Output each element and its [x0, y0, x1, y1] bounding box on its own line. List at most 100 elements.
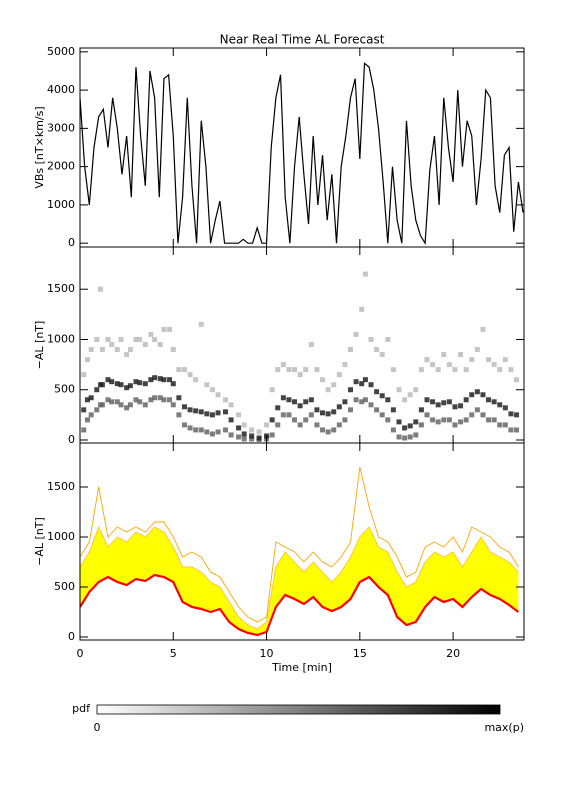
density-cell: [353, 379, 359, 385]
density-cell: [374, 389, 380, 395]
density-cell: [474, 389, 480, 395]
density-cell: [223, 409, 229, 415]
density-cell: [474, 347, 480, 353]
density-cell: [223, 397, 229, 403]
density-cell: [418, 407, 424, 413]
density-cell: [176, 412, 182, 418]
density-cell: [88, 412, 94, 418]
density-cell: [167, 326, 173, 332]
density-cell: [303, 399, 309, 405]
density-cell: [161, 377, 167, 383]
density-cell: [424, 397, 430, 403]
density-cell: [314, 407, 320, 413]
density-cell: [124, 405, 130, 411]
density-cell: [435, 367, 441, 373]
x-tick-label: 10: [260, 647, 274, 660]
density-cell: [502, 405, 508, 411]
x-tick-label: 20: [446, 647, 460, 660]
density-cell: [256, 435, 262, 441]
density-cell: [204, 411, 210, 417]
density-cell: [374, 347, 380, 353]
density-cell: [170, 402, 176, 408]
density-cell: [336, 372, 342, 378]
density-cell: [430, 362, 436, 368]
density-cell: [396, 419, 402, 425]
density-cell: [320, 410, 326, 416]
density-cell: [148, 397, 154, 403]
density-cell: [325, 429, 331, 435]
y-axis-label: VBs [nT×km/s]: [33, 106, 46, 188]
density-cell: [348, 387, 354, 393]
y-tick-label: 500: [54, 580, 75, 593]
density-cell: [502, 422, 508, 428]
density-cell: [474, 407, 480, 413]
density-cell: [463, 417, 469, 423]
density-cell: [390, 427, 396, 433]
density-cell: [152, 395, 158, 401]
density-cell: [142, 341, 148, 347]
density-cell: [204, 429, 210, 435]
density-cell: [81, 372, 87, 378]
density-cell: [280, 395, 286, 401]
density-cell: [167, 377, 173, 383]
density-cell: [308, 341, 314, 347]
density-cell: [187, 425, 193, 431]
density-cell: [94, 336, 100, 342]
density-cell: [480, 412, 486, 418]
density-cell: [88, 347, 94, 353]
density-cell: [502, 357, 508, 363]
density-cell: [441, 400, 447, 406]
density-cell: [176, 395, 182, 401]
y-tick-label: 1500: [47, 480, 75, 493]
density-cell: [114, 347, 120, 353]
density-cell: [413, 387, 419, 393]
density-cell: [152, 336, 158, 342]
density-cell: [368, 382, 374, 388]
density-cell: [331, 382, 337, 388]
density-cell: [308, 412, 314, 418]
density-cell: [308, 397, 314, 403]
density-cell: [458, 352, 464, 358]
density-cell: [264, 422, 270, 428]
density-cell: [193, 427, 199, 433]
density-cell: [514, 427, 520, 433]
density-cell: [320, 427, 326, 433]
density-cell: [249, 436, 255, 442]
density-cell: [396, 387, 402, 393]
density-cell: [81, 407, 87, 413]
density-cell: [228, 417, 234, 423]
density-cell: [359, 399, 365, 405]
y-tick-label: 500: [54, 383, 75, 396]
data-line: [80, 62, 524, 246]
density-cell: [118, 336, 124, 342]
density-cell: [161, 326, 167, 332]
density-cell: [204, 382, 210, 388]
density-cell: [133, 336, 139, 342]
density-cell: [236, 425, 242, 431]
density-cell: [249, 427, 255, 433]
density-cell: [215, 410, 221, 416]
plot-area: [80, 466, 520, 637]
x-tick-label: 5: [170, 647, 177, 660]
density-cell: [94, 387, 100, 393]
density-cell: [452, 367, 458, 373]
density-cell: [228, 402, 234, 408]
density-cell: [486, 417, 492, 423]
density-cell: [215, 392, 221, 398]
density-cell: [286, 412, 292, 418]
density-cell: [241, 436, 247, 442]
density-cell: [292, 399, 298, 405]
density-cell: [385, 336, 391, 342]
plot-area: [80, 62, 524, 246]
density-cell: [342, 417, 348, 423]
density-cell: [486, 397, 492, 403]
density-cell: [181, 422, 187, 428]
density-cell: [497, 422, 503, 428]
density-cell: [297, 372, 303, 378]
density-cell: [379, 412, 385, 418]
density-cell: [137, 336, 143, 342]
density-cell: [342, 362, 348, 368]
density-cell: [480, 326, 486, 332]
density-cell: [368, 402, 374, 408]
